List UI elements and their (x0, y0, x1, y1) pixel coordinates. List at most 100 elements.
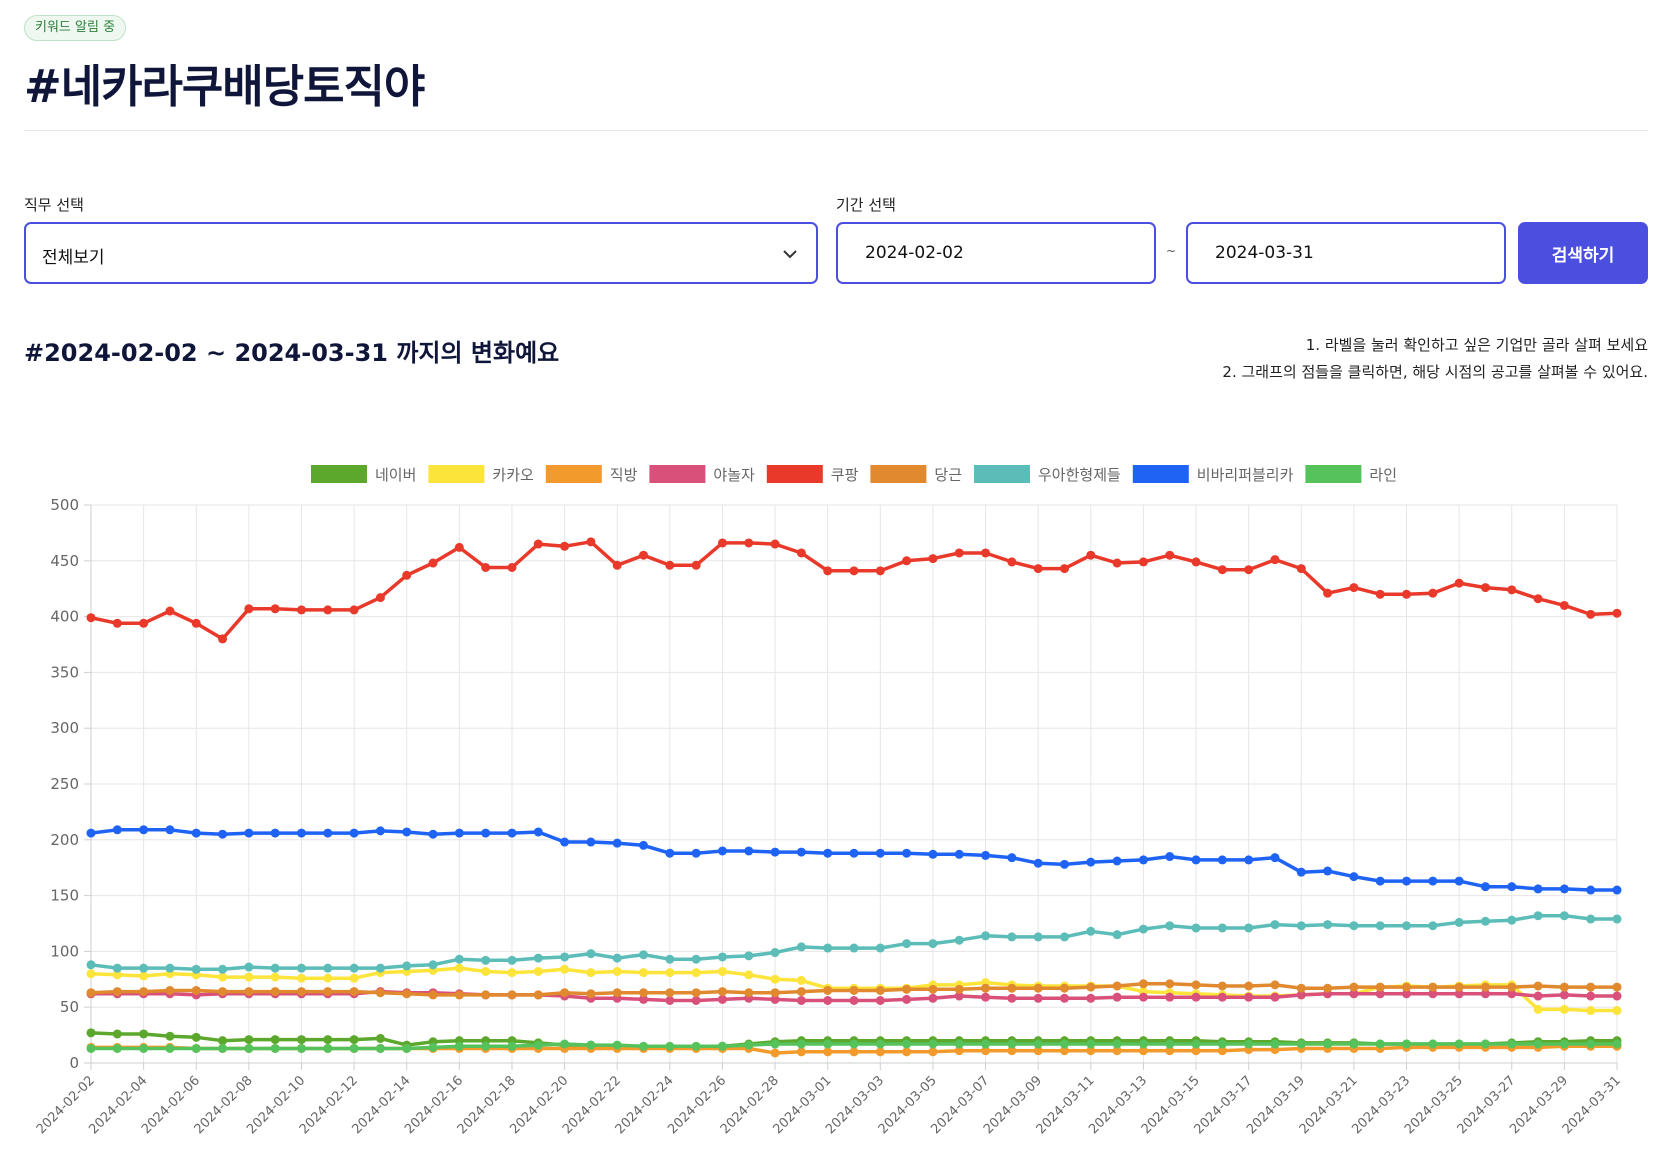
data-point[interactable] (1349, 872, 1359, 882)
data-point[interactable] (1559, 990, 1569, 1000)
data-point[interactable] (717, 538, 727, 548)
data-point[interactable] (191, 964, 201, 974)
data-point[interactable] (665, 988, 675, 998)
data-point[interactable] (928, 849, 938, 859)
data-point[interactable] (218, 829, 228, 839)
data-point[interactable] (875, 985, 885, 995)
data-point[interactable] (296, 605, 306, 615)
data-point[interactable] (1112, 981, 1122, 991)
data-point[interactable] (744, 988, 754, 998)
data-point[interactable] (86, 613, 96, 623)
legend-label[interactable]: 쿠팡 (831, 466, 859, 484)
data-point[interactable] (402, 827, 412, 837)
data-point[interactable] (1428, 989, 1438, 999)
data-point[interactable] (1507, 585, 1517, 595)
data-point[interactable] (323, 963, 333, 973)
data-point[interactable] (454, 542, 464, 552)
data-point[interactable] (1559, 911, 1569, 921)
data-point[interactable] (1559, 884, 1569, 894)
data-point[interactable] (1507, 982, 1517, 992)
data-point[interactable] (86, 828, 96, 838)
data-point[interactable] (454, 963, 464, 973)
data-point[interactable] (875, 1047, 885, 1057)
data-point[interactable] (639, 950, 649, 960)
legend-label[interactable]: 우아한형제들 (1038, 466, 1121, 484)
data-point[interactable] (612, 560, 622, 570)
data-point[interactable] (296, 1043, 306, 1053)
data-point[interactable] (981, 992, 991, 1002)
data-point[interactable] (1270, 920, 1280, 930)
data-point[interactable] (1138, 1046, 1148, 1056)
data-point[interactable] (270, 987, 280, 997)
data-point[interactable] (560, 964, 570, 974)
data-point[interactable] (1217, 1039, 1227, 1049)
data-point[interactable] (1138, 557, 1148, 567)
data-point[interactable] (507, 828, 517, 838)
data-point[interactable] (560, 541, 570, 551)
data-point[interactable] (1533, 884, 1543, 894)
data-point[interactable] (244, 828, 254, 838)
data-point[interactable] (902, 848, 912, 858)
data-point[interactable] (1454, 917, 1464, 927)
data-point[interactable] (1244, 992, 1254, 1002)
data-point[interactable] (1586, 991, 1596, 1001)
data-point[interactable] (375, 593, 385, 603)
data-point[interactable] (1191, 1046, 1201, 1056)
data-point[interactable] (139, 618, 149, 628)
legend-swatch[interactable] (974, 465, 1030, 483)
data-point[interactable] (533, 953, 543, 963)
data-point[interactable] (1323, 983, 1333, 993)
data-point[interactable] (770, 948, 780, 958)
data-point[interactable] (244, 962, 254, 972)
data-point[interactable] (1612, 991, 1622, 1001)
data-point[interactable] (1480, 982, 1490, 992)
data-point[interactable] (244, 972, 254, 982)
data-point[interactable] (902, 1047, 912, 1057)
data-point[interactable] (1033, 932, 1043, 942)
legend-label[interactable]: 비바리퍼블리카 (1197, 466, 1294, 484)
data-point[interactable] (691, 1041, 701, 1051)
data-point[interactable] (744, 1040, 754, 1050)
data-point[interactable] (1533, 594, 1543, 604)
data-point[interactable] (665, 560, 675, 570)
data-point[interactable] (586, 537, 596, 547)
data-point[interactable] (981, 548, 991, 558)
data-point[interactable] (691, 848, 701, 858)
data-point[interactable] (218, 1043, 228, 1053)
data-point[interactable] (1059, 1046, 1069, 1056)
data-point[interactable] (1033, 564, 1043, 574)
data-point[interactable] (270, 963, 280, 973)
data-point[interactable] (665, 1041, 675, 1051)
data-point[interactable] (86, 988, 96, 998)
data-point[interactable] (560, 952, 570, 962)
data-point[interactable] (1559, 600, 1569, 610)
data-point[interactable] (112, 1029, 122, 1039)
data-point[interactable] (375, 963, 385, 973)
data-point[interactable] (296, 987, 306, 997)
data-point[interactable] (1217, 992, 1227, 1002)
data-point[interactable] (428, 558, 438, 568)
data-point[interactable] (560, 837, 570, 847)
data-point[interactable] (691, 988, 701, 998)
data-point[interactable] (1480, 989, 1490, 999)
data-point[interactable] (1454, 982, 1464, 992)
data-point[interactable] (349, 1043, 359, 1053)
data-point[interactable] (1033, 1039, 1043, 1049)
data-point[interactable] (1612, 914, 1622, 924)
data-point[interactable] (1323, 866, 1333, 876)
data-point[interactable] (1165, 992, 1175, 1002)
data-point[interactable] (1559, 1039, 1569, 1049)
data-point[interactable] (928, 1047, 938, 1057)
data-point[interactable] (244, 1035, 254, 1045)
data-point[interactable] (270, 1043, 280, 1053)
data-point[interactable] (1375, 921, 1385, 931)
data-point[interactable] (1480, 916, 1490, 926)
data-point[interactable] (1296, 983, 1306, 993)
data-point[interactable] (928, 939, 938, 949)
data-point[interactable] (1059, 932, 1069, 942)
data-point[interactable] (665, 968, 675, 978)
end-date-input[interactable] (1186, 222, 1506, 284)
data-point[interactable] (1086, 993, 1096, 1003)
data-point[interactable] (639, 550, 649, 560)
data-point[interactable] (139, 987, 149, 997)
